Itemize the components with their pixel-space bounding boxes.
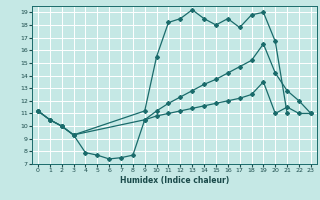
X-axis label: Humidex (Indice chaleur): Humidex (Indice chaleur) bbox=[120, 176, 229, 185]
